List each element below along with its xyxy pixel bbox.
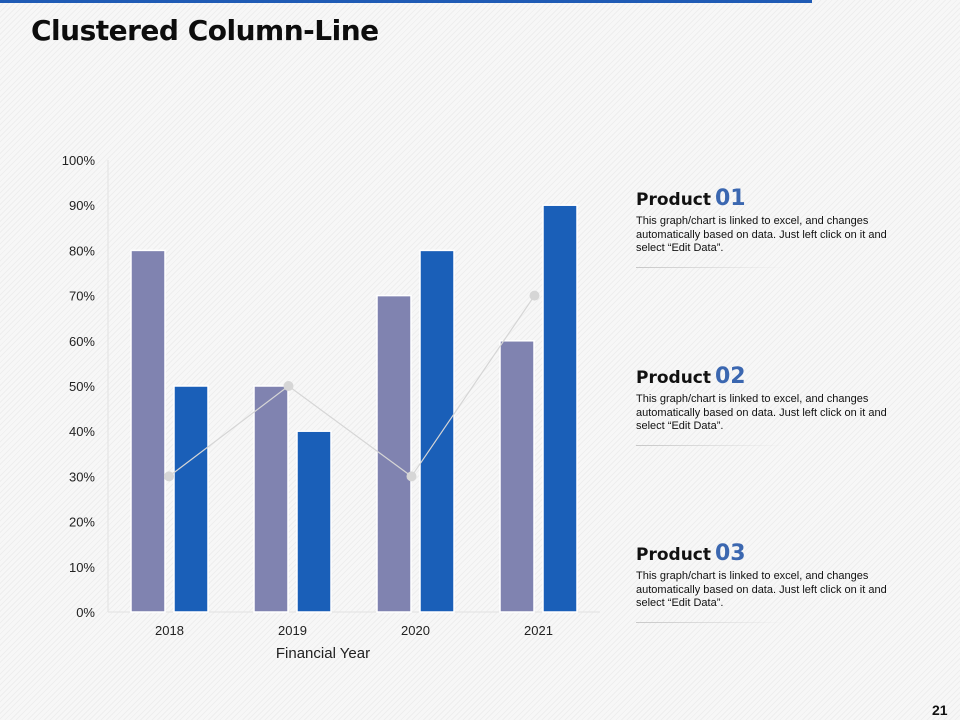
y-tick-label: 90%	[69, 198, 95, 213]
product-03-divider	[636, 621, 786, 623]
page-number: 21	[932, 702, 948, 718]
x-tick-label: 2020	[401, 623, 430, 638]
y-tick-label: 50%	[69, 379, 95, 394]
bar-2019-series-1	[253, 385, 289, 613]
line-series	[164, 290, 540, 482]
product-02-number: 02	[715, 364, 746, 389]
product-02-description: This graph/chart is linked to excel, and…	[636, 393, 887, 432]
x-tick-label: 2018	[155, 623, 184, 638]
line-point-2021	[529, 290, 540, 301]
bar-series	[130, 204, 578, 613]
product-01-description: This graph/chart is linked to excel, and…	[636, 215, 887, 254]
line-point-2020	[406, 471, 417, 482]
y-tick-label: 100%	[62, 153, 96, 168]
x-tick-label: 2019	[278, 623, 307, 638]
line-point-2018	[164, 471, 174, 482]
product-03-label: Product	[636, 545, 711, 565]
product-03-block: Product 03 This graph/chart is linked to …	[636, 541, 906, 623]
y-tick-label: 70%	[69, 289, 95, 304]
x-axis-label: Financial Year	[276, 645, 370, 662]
x-tick-labels: 2018 2019 2020 2021	[155, 623, 553, 638]
bar-2018-series-2	[173, 385, 209, 613]
product-02-heading: Product 02	[636, 364, 906, 389]
y-tick-label: 30%	[69, 469, 95, 484]
product-02-label: Product	[636, 368, 711, 388]
y-tick-label: 20%	[69, 515, 95, 530]
product-01-divider	[636, 266, 786, 268]
product-01-heading: Product 01	[636, 186, 906, 211]
product-01-label: Product	[636, 190, 711, 210]
bar-2021-series-1	[499, 340, 535, 613]
product-03-description: This graph/chart is linked to excel, and…	[636, 570, 887, 609]
bar-2019-series-2	[296, 430, 332, 613]
bar-2020-series-1	[376, 294, 412, 613]
y-tick-label: 80%	[69, 243, 95, 258]
bar-2018-series-1	[130, 249, 166, 613]
product-01-block: Product 01 This graph/chart is linked to …	[636, 186, 906, 268]
line-series-path	[168, 295, 535, 478]
top-accent-rule	[0, 0, 812, 3]
product-02-block: Product 02 This graph/chart is linked to …	[636, 364, 906, 446]
y-tick-label: 0%	[76, 605, 95, 620]
bar-2020-series-2	[419, 249, 455, 613]
y-tick-label: 60%	[69, 334, 95, 349]
y-tick-label: 10%	[69, 560, 95, 575]
line-point-2019	[283, 381, 294, 391]
y-tick-label: 40%	[69, 424, 95, 439]
page-title: Clustered Column-Line	[31, 14, 379, 47]
product-03-heading: Product 03	[636, 541, 906, 566]
product-03-number: 03	[715, 541, 746, 566]
bar-2021-series-2	[542, 204, 578, 613]
x-tick-label: 2021	[524, 623, 553, 638]
product-01-number: 01	[715, 186, 746, 211]
y-tick-labels: 0% 10% 20% 30% 40% 50% 60% 70% 80% 90% 100%	[62, 153, 96, 620]
product-02-divider	[636, 444, 786, 446]
